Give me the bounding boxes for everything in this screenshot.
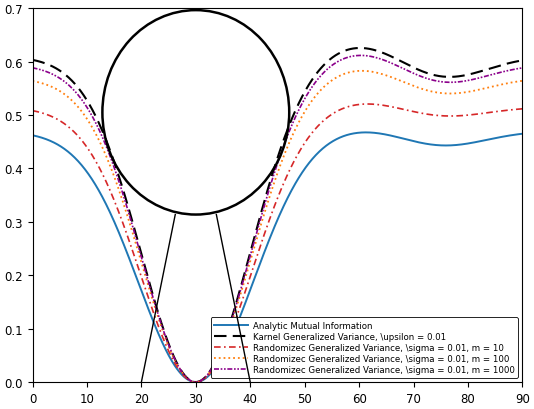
Randomizec Generalized Variance, \sigma = 0.01, m = 1000 bbox=[367, 55, 373, 60]
Randomizec Generalized Variance, \sigma = 0.01, m = 100 bbox=[29, 79, 36, 84]
Randomizec Generalized Variance, \sigma = 0.01, m = 10 bbox=[367, 102, 373, 107]
Analytic Mutual Information bbox=[246, 292, 252, 297]
Randomizec Generalized Variance, \sigma = 0.01, m = 1000 bbox=[228, 319, 234, 324]
Karnel Generalized Variance, \upsilon = 0.01 bbox=[29, 58, 36, 63]
Randomizec Generalized Variance, \sigma = 0.01, m = 1000 bbox=[193, 380, 199, 384]
Karnel Generalized Variance, \upsilon = 0.01 bbox=[80, 92, 86, 97]
Karnel Generalized Variance, \upsilon = 0.01 bbox=[519, 59, 525, 64]
Line: Karnel Generalized Variance, \upsilon = 0.01: Karnel Generalized Variance, \upsilon = … bbox=[33, 49, 522, 382]
Karnel Generalized Variance, \upsilon = 0.01 bbox=[412, 67, 419, 72]
Line: Randomizec Generalized Variance, \sigma = 0.01, m = 1000: Randomizec Generalized Variance, \sigma … bbox=[33, 56, 522, 382]
Randomizec Generalized Variance, \sigma = 0.01, m = 100 bbox=[80, 111, 86, 116]
Randomizec Generalized Variance, \sigma = 0.01, m = 1000 bbox=[80, 99, 86, 104]
Randomizec Generalized Variance, \sigma = 0.01, m = 100 bbox=[193, 380, 199, 384]
Randomizec Generalized Variance, \sigma = 0.01, m = 100 bbox=[421, 88, 428, 93]
Analytic Mutual Information bbox=[80, 164, 86, 169]
Randomizec Generalized Variance, \sigma = 0.01, m = 100 bbox=[228, 321, 234, 326]
Randomizec Generalized Variance, \sigma = 0.01, m = 10 bbox=[29, 109, 36, 114]
Randomizec Generalized Variance, \sigma = 0.01, m = 10 bbox=[519, 107, 525, 112]
Analytic Mutual Information bbox=[193, 380, 199, 384]
Randomizec Generalized Variance, \sigma = 0.01, m = 100 bbox=[358, 69, 365, 74]
Randomizec Generalized Variance, \sigma = 0.01, m = 10 bbox=[228, 329, 234, 334]
Randomizec Generalized Variance, \sigma = 0.01, m = 1000 bbox=[29, 66, 36, 71]
Randomizec Generalized Variance, \sigma = 0.01, m = 1000 bbox=[519, 66, 525, 71]
Analytic Mutual Information bbox=[29, 133, 36, 138]
Analytic Mutual Information bbox=[363, 130, 369, 135]
Randomizec Generalized Variance, \sigma = 0.01, m = 100 bbox=[367, 70, 373, 75]
Analytic Mutual Information bbox=[519, 132, 525, 137]
Legend: Analytic Mutual Information, Karnel Generalized Variance, \upsilon = 0.01, Rando: Analytic Mutual Information, Karnel Gene… bbox=[210, 317, 518, 378]
Randomizec Generalized Variance, \sigma = 0.01, m = 1000 bbox=[358, 54, 364, 59]
Randomizec Generalized Variance, \sigma = 0.01, m = 1000 bbox=[246, 259, 252, 264]
Randomizec Generalized Variance, \sigma = 0.01, m = 1000 bbox=[412, 72, 419, 77]
Randomizec Generalized Variance, \sigma = 0.01, m = 100 bbox=[412, 85, 419, 90]
Randomizec Generalized Variance, \sigma = 0.01, m = 100 bbox=[246, 264, 252, 269]
Karnel Generalized Variance, \upsilon = 0.01 bbox=[421, 70, 428, 75]
Randomizec Generalized Variance, \sigma = 0.01, m = 10 bbox=[421, 112, 428, 117]
Randomizec Generalized Variance, \sigma = 0.01, m = 100 bbox=[519, 79, 525, 84]
Randomizec Generalized Variance, \sigma = 0.01, m = 10 bbox=[412, 110, 419, 115]
Analytic Mutual Information bbox=[228, 336, 234, 341]
Line: Randomizec Generalized Variance, \sigma = 0.01, m = 10: Randomizec Generalized Variance, \sigma … bbox=[33, 105, 522, 382]
Analytic Mutual Information bbox=[421, 142, 428, 146]
Karnel Generalized Variance, \upsilon = 0.01 bbox=[228, 317, 234, 322]
Randomizec Generalized Variance, \sigma = 0.01, m = 10 bbox=[193, 380, 199, 384]
Analytic Mutual Information bbox=[412, 140, 419, 145]
Analytic Mutual Information bbox=[367, 131, 373, 136]
Karnel Generalized Variance, \upsilon = 0.01 bbox=[367, 47, 373, 52]
Randomizec Generalized Variance, \sigma = 0.01, m = 1000 bbox=[421, 76, 428, 81]
Randomizec Generalized Variance, \sigma = 0.01, m = 10 bbox=[80, 139, 86, 144]
Karnel Generalized Variance, \upsilon = 0.01 bbox=[193, 380, 199, 384]
Line: Randomizec Generalized Variance, \sigma = 0.01, m = 100: Randomizec Generalized Variance, \sigma … bbox=[33, 72, 522, 382]
Randomizec Generalized Variance, \sigma = 0.01, m = 10 bbox=[364, 102, 371, 107]
Karnel Generalized Variance, \upsilon = 0.01 bbox=[357, 46, 363, 51]
Karnel Generalized Variance, \upsilon = 0.01 bbox=[246, 256, 252, 261]
Line: Analytic Mutual Information: Analytic Mutual Information bbox=[33, 133, 522, 382]
Randomizec Generalized Variance, \sigma = 0.01, m = 10 bbox=[246, 279, 252, 284]
